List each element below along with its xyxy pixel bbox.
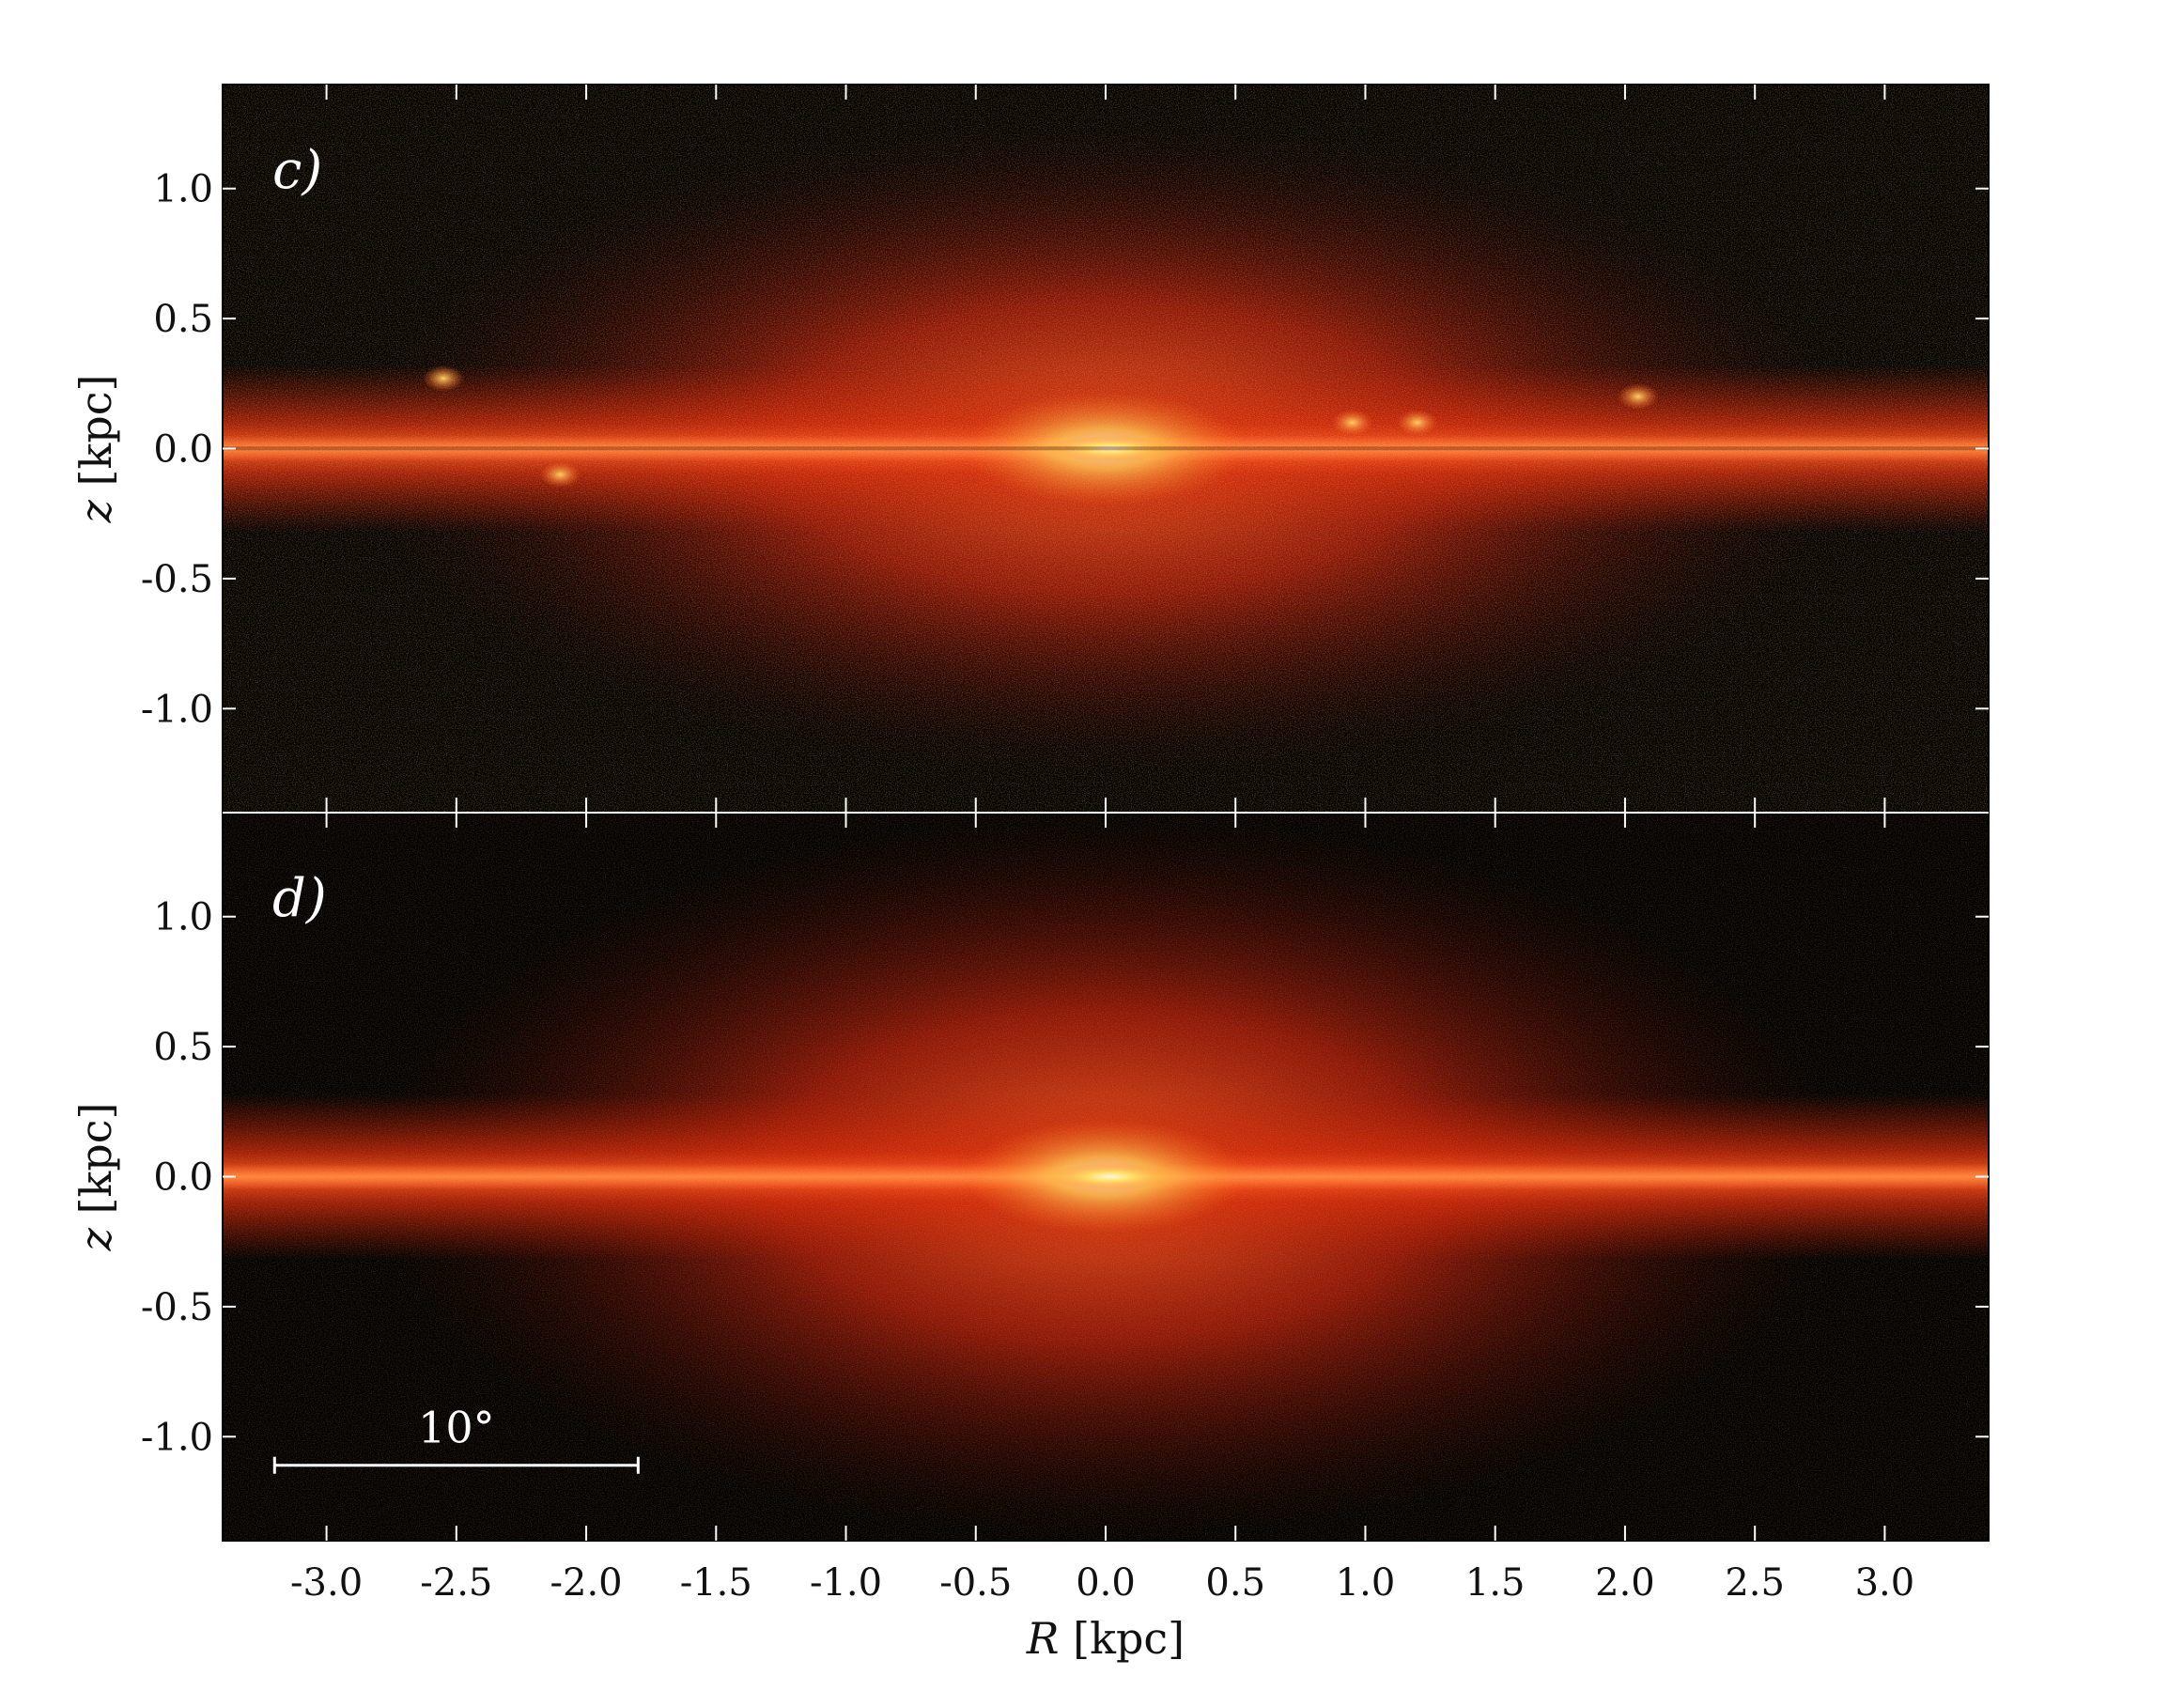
y-tick-label: -1.0 [141,688,213,731]
x-tick-label: -2.0 [550,1561,622,1605]
x-axis-label: R [kpc] [1026,1613,1185,1664]
noise-grain [223,813,1989,1541]
y-axis-label-unit: [kpc] [70,375,121,501]
x-tick-label: -1.5 [680,1561,752,1605]
x-tick-label: 2.0 [1595,1561,1655,1605]
heatmap-image [223,85,1989,813]
x-axis-label-unit: [kpc] [1073,1613,1185,1664]
panel-c: -1.0 -0.5 0.0 0.5 1.0 z [kpc] c) [70,84,1990,814]
scale-bar: 10° [272,1403,640,1474]
x-tick-label: 0.5 [1205,1561,1265,1605]
x-tick-label: -0.5 [939,1561,1012,1605]
x-tick-label: 1.0 [1336,1561,1396,1605]
y-tick-label: 0.0 [153,428,213,472]
y-axis-label: z [kpc] [70,375,121,524]
y-tick-label: 1.0 [153,896,213,939]
y-tick-label: 1.0 [153,168,213,211]
x-axis-label-var: R [1026,1613,1060,1664]
y-tick-label: -1.0 [141,1416,213,1459]
panel-label: d) [272,868,327,929]
x-tick-label: -1.0 [810,1561,882,1605]
panel-label: c) [272,140,322,201]
x-tick-label: -3.0 [290,1561,363,1605]
y-tick-label: -0.5 [141,558,213,601]
scale-bar-label: 10° [418,1403,495,1453]
y-tick-label: 0.0 [153,1156,213,1200]
x-tick-label: -2.5 [420,1561,492,1605]
x-tick-label: 2.5 [1725,1561,1785,1605]
x-tick-label: 1.5 [1465,1561,1526,1605]
x-tick-label: 0.0 [1076,1561,1136,1605]
noise-grain [223,85,1989,813]
y-tick-label: 0.5 [153,1026,213,1069]
y-axis-label-var: z [70,1227,121,1251]
panel-d: -1.0 -0.5 0.0 0.5 1.0 z [kpc] d) 10° -3.0 -2.5 -2.… [70,812,1990,1605]
y-axis-label-unit: [kpc] [70,1103,121,1229]
y-axis-label-var: z [70,499,121,523]
y-axis-label: z [kpc] [70,1103,121,1252]
y-tick-label: -0.5 [141,1286,213,1329]
y-tick-label: 0.5 [153,298,213,341]
heatmap-image [223,813,1989,1541]
x-tick-label: 3.0 [1855,1561,1915,1605]
